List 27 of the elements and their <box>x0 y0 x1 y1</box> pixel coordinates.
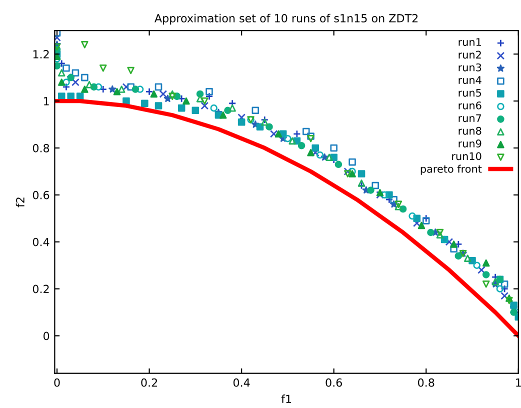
x-tick-label: 0.2 <box>141 378 158 387</box>
y-tick-label: 0 <box>44 332 50 340</box>
legend-label: run4 <box>458 76 482 84</box>
y-tick-label: 1 <box>44 97 49 106</box>
x-tick-label: 0.8 <box>418 378 434 387</box>
y-tick-label: 1.2 <box>33 50 49 58</box>
x-axis-title: f1 <box>281 394 292 403</box>
y-axis-title: f2 <box>16 198 24 208</box>
x-tick-label: 1 <box>516 378 521 387</box>
x-tick-label: 0.6 <box>326 378 342 387</box>
legend-label: run1 <box>458 38 481 46</box>
legend-label: run7 <box>458 114 482 122</box>
x-tick-label: 0 <box>54 378 60 387</box>
y-tick-label: 0.8 <box>32 144 50 152</box>
legend-label: run6 <box>458 102 482 110</box>
y-tick-label: 0.2 <box>32 284 49 294</box>
y-tick-label: 0.4 <box>32 238 50 246</box>
legend-label: run8 <box>458 126 482 135</box>
legend-label: pareto front <box>420 164 482 175</box>
legend-label: run3 <box>458 63 482 72</box>
legend-label: run9 <box>458 140 482 148</box>
x-tick-label: 0.4 <box>233 378 250 387</box>
legend-label: run5 <box>458 88 482 97</box>
y-tick-label: 0.6 <box>32 190 50 200</box>
legend-label: run10 <box>452 152 482 160</box>
legend-label: run2 <box>458 50 481 59</box>
chart-title: Approximation set of 10 runs of s1n15 on ZDT2 <box>154 14 418 25</box>
